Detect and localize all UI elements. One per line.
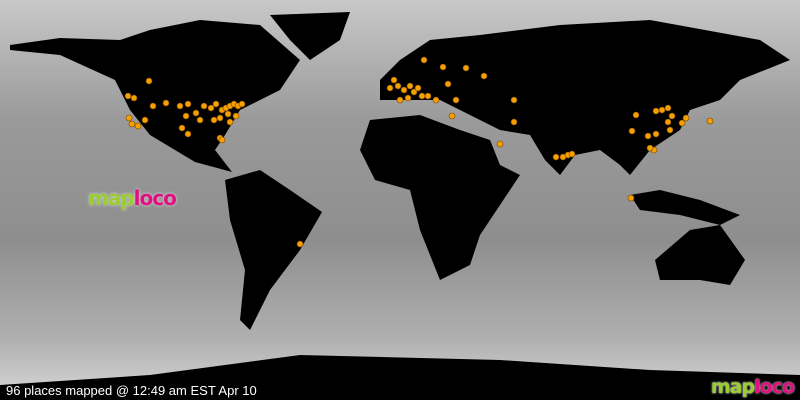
maploco-logo-corner[interactable]: maploco: [710, 376, 795, 398]
place-marker[interactable]: [439, 63, 447, 71]
place-marker[interactable]: [682, 114, 690, 122]
place-marker[interactable]: [141, 116, 149, 124]
place-marker[interactable]: [666, 126, 674, 134]
place-marker[interactable]: [418, 92, 426, 100]
place-marker[interactable]: [212, 100, 220, 108]
place-marker[interactable]: [706, 117, 714, 125]
place-marker[interactable]: [496, 140, 504, 148]
place-marker[interactable]: [226, 118, 234, 126]
place-marker[interactable]: [176, 102, 184, 110]
place-marker[interactable]: [510, 96, 518, 104]
place-marker[interactable]: [192, 109, 200, 117]
antarctica: [0, 355, 800, 400]
place-marker[interactable]: [646, 144, 654, 152]
place-marker[interactable]: [149, 102, 157, 110]
place-marker[interactable]: [184, 100, 192, 108]
place-marker[interactable]: [627, 194, 635, 202]
place-marker[interactable]: [432, 96, 440, 104]
africa: [360, 115, 520, 280]
places-mapped-caption: 96 places mapped @ 12:49 am EST Apr 10: [6, 383, 257, 398]
place-marker[interactable]: [462, 64, 470, 72]
place-marker[interactable]: [218, 136, 226, 144]
greenland: [270, 12, 350, 60]
place-marker[interactable]: [644, 132, 652, 140]
place-marker[interactable]: [162, 99, 170, 107]
place-marker[interactable]: [390, 76, 398, 84]
place-marker[interactable]: [452, 96, 460, 104]
place-marker[interactable]: [664, 104, 672, 112]
place-marker[interactable]: [510, 118, 518, 126]
place-marker[interactable]: [200, 102, 208, 110]
place-marker[interactable]: [184, 130, 192, 138]
place-marker[interactable]: [207, 104, 215, 112]
place-marker[interactable]: [125, 114, 133, 122]
place-marker[interactable]: [480, 72, 488, 80]
place-marker[interactable]: [134, 122, 142, 130]
place-marker[interactable]: [124, 92, 132, 100]
place-marker[interactable]: [396, 96, 404, 104]
place-marker[interactable]: [652, 130, 660, 138]
place-marker[interactable]: [414, 84, 422, 92]
place-marker[interactable]: [210, 116, 218, 124]
place-marker[interactable]: [145, 77, 153, 85]
place-marker[interactable]: [410, 88, 418, 96]
place-marker[interactable]: [678, 119, 686, 127]
place-marker[interactable]: [216, 114, 224, 122]
place-marker[interactable]: [182, 112, 190, 120]
place-marker[interactable]: [238, 100, 246, 108]
place-marker[interactable]: [406, 82, 414, 90]
place-marker[interactable]: [668, 112, 676, 120]
maploco-logo: maploco: [88, 186, 177, 210]
place-marker[interactable]: [632, 111, 640, 119]
place-marker[interactable]: [130, 94, 138, 102]
place-marker[interactable]: [128, 120, 136, 128]
place-marker[interactable]: [400, 86, 408, 94]
place-marker[interactable]: [196, 116, 204, 124]
place-marker[interactable]: [444, 80, 452, 88]
place-marker[interactable]: [658, 106, 666, 114]
place-marker[interactable]: [568, 150, 576, 158]
place-marker[interactable]: [386, 84, 394, 92]
place-marker[interactable]: [394, 82, 402, 90]
place-marker[interactable]: [652, 107, 660, 115]
place-marker[interactable]: [664, 118, 672, 126]
australia: [655, 225, 745, 285]
place-marker[interactable]: [552, 153, 560, 161]
place-marker[interactable]: [232, 112, 240, 120]
southeast-asia-islands: [630, 190, 740, 225]
south-america: [225, 170, 322, 330]
place-marker[interactable]: [178, 124, 186, 132]
place-marker[interactable]: [224, 110, 232, 118]
place-marker[interactable]: [420, 56, 428, 64]
north-america: [10, 20, 300, 172]
place-marker[interactable]: [296, 240, 304, 248]
place-marker[interactable]: [424, 92, 432, 100]
place-marker[interactable]: [448, 112, 456, 120]
place-marker[interactable]: [404, 94, 412, 102]
eurasia: [380, 20, 790, 175]
place-marker[interactable]: [628, 127, 636, 135]
